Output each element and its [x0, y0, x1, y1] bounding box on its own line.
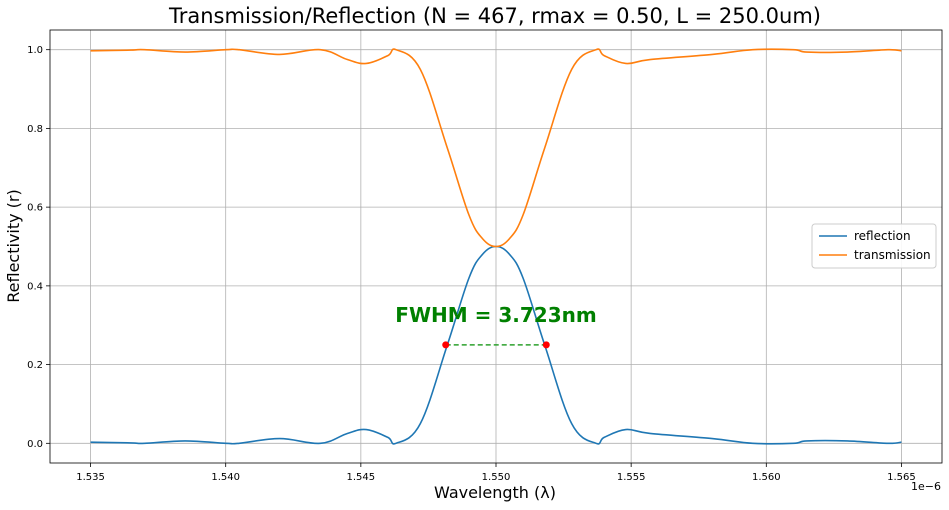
series-line-transmission [90, 48, 902, 248]
fwhm-marker-right [542, 341, 550, 349]
x-tick-label: 1.565 [887, 472, 916, 483]
legend-label-transmission: transmission [854, 248, 931, 262]
legend-box [811, 223, 937, 269]
y-tick-label: 0.4 [27, 281, 43, 292]
x-tick-label: 1.550 [482, 472, 511, 483]
x-offset-label: 1e−6 [911, 480, 941, 493]
y-axis-label: Reflectivity (r) [4, 189, 23, 302]
x-axis-ticks: 1.535 1.540 1.545 1.550 1.555 1.560 1.565 [76, 463, 916, 483]
y-tick-label: 1.0 [27, 45, 43, 56]
y-tick-label: 0.2 [27, 360, 43, 371]
x-tick-label: 1.540 [211, 472, 240, 483]
legend-label-reflection: reflection [854, 229, 911, 243]
x-tick-label: 1.560 [752, 472, 781, 483]
series-layer [90, 48, 902, 445]
chart-title: Transmission/Reflection (N = 467, rmax =… [168, 4, 821, 28]
x-tick-label: 1.545 [347, 472, 376, 483]
x-tick-label: 1.535 [76, 472, 105, 483]
x-axis-label: Wavelength (λ) [434, 483, 556, 502]
y-tick-label: 0.8 [27, 124, 43, 135]
y-tick-label: 0.0 [27, 439, 43, 450]
fwhm-marker-left [442, 341, 450, 349]
fwhm-annotation: FWHM = 3.723nm [395, 303, 597, 349]
y-axis-ticks: 0.0 0.2 0.4 0.6 0.8 1.0 [27, 45, 50, 450]
y-tick-label: 0.6 [27, 203, 43, 214]
fwhm-label: FWHM = 3.723nm [395, 303, 596, 327]
legend: reflection transmission [811, 223, 937, 269]
x-tick-label: 1.555 [617, 472, 646, 483]
series-line-reflection [90, 245, 902, 445]
